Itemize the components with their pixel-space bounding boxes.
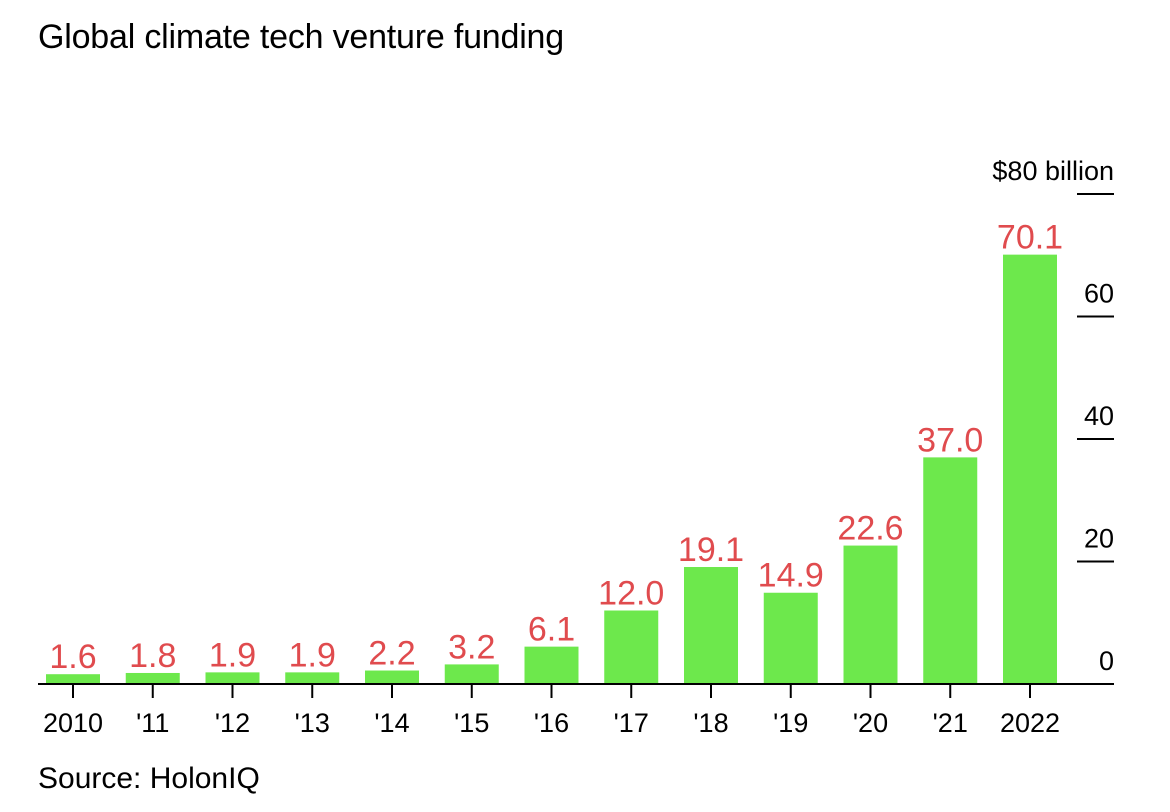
bar-value-label: 1.9 [209,636,256,674]
x-tick-label: '14 [374,708,409,738]
bar [843,545,898,684]
bar-value-label: 37.0 [917,421,983,459]
bar [365,670,419,684]
bar [684,567,738,684]
bar-value-label: 14.9 [758,557,824,595]
bar [1003,254,1057,684]
x-tick-label: 2010 [43,708,103,738]
bar-value-label: 12.0 [598,575,664,613]
bar [46,674,100,684]
bar [524,646,579,684]
bar [763,592,818,684]
source-note: Source: HolonIQ [38,762,260,795]
bar-value-label: 2.2 [368,635,415,673]
x-tick-label: '16 [534,708,569,738]
bar-value-label: 19.1 [678,531,744,569]
x-tick-label: '20 [853,708,888,738]
bar [444,664,499,684]
x-tick-label: '17 [614,708,649,738]
x-tick-label: 2022 [1000,708,1060,738]
bar [205,672,260,684]
bar [125,672,180,684]
y-tick-label: 20 [1084,524,1114,554]
x-tick-label: '11 [136,708,169,738]
bar [923,457,978,684]
y-tick-label: 60 [1084,279,1114,309]
bar [604,610,659,684]
bar-value-label: 3.2 [448,628,495,666]
x-tick-label: '21 [933,708,968,738]
bar-value-label: 22.6 [837,510,903,548]
y-tick-label: 0 [1099,646,1114,676]
x-tick-label: '13 [295,708,330,738]
bar-value-label: 1.6 [49,638,96,676]
x-tick-label: '12 [215,708,250,738]
x-tick-label: '18 [693,708,728,738]
y-tick-label: 40 [1084,401,1114,431]
bar-value-label: 1.8 [129,637,176,675]
bar-value-label: 1.9 [289,636,336,674]
chart-title: Global climate tech venture funding [38,18,564,56]
x-tick-label: '19 [773,708,808,738]
bar-value-label: 6.1 [528,611,575,649]
y-tick-label: $80 billion [992,156,1114,186]
bar [285,672,340,684]
bar-value-label: 70.1 [997,219,1063,257]
x-tick-label: '15 [454,708,489,738]
